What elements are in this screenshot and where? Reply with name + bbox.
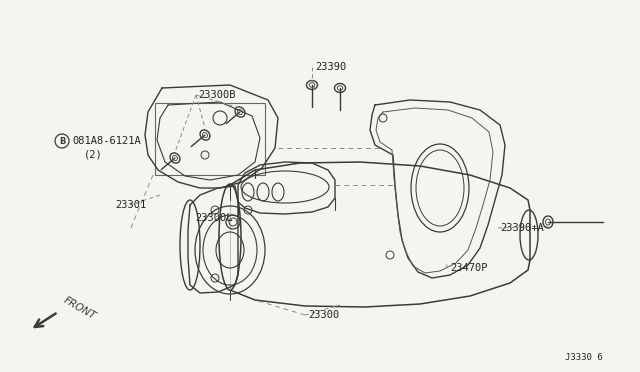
Text: B: B — [59, 137, 65, 145]
Text: 23300: 23300 — [308, 310, 339, 320]
Text: J3330 6: J3330 6 — [565, 353, 603, 362]
Text: 23300B: 23300B — [198, 90, 236, 100]
Text: (2): (2) — [84, 149, 103, 159]
Text: 081A8-6121A: 081A8-6121A — [72, 136, 141, 146]
Text: 23301: 23301 — [115, 200, 147, 210]
Text: 23390+A: 23390+A — [500, 223, 544, 233]
Text: 23300L: 23300L — [195, 213, 232, 223]
Text: 23390: 23390 — [315, 62, 346, 72]
Bar — [155, 103, 265, 175]
Text: FRONT: FRONT — [62, 295, 98, 321]
Text: 23470P: 23470P — [450, 263, 488, 273]
